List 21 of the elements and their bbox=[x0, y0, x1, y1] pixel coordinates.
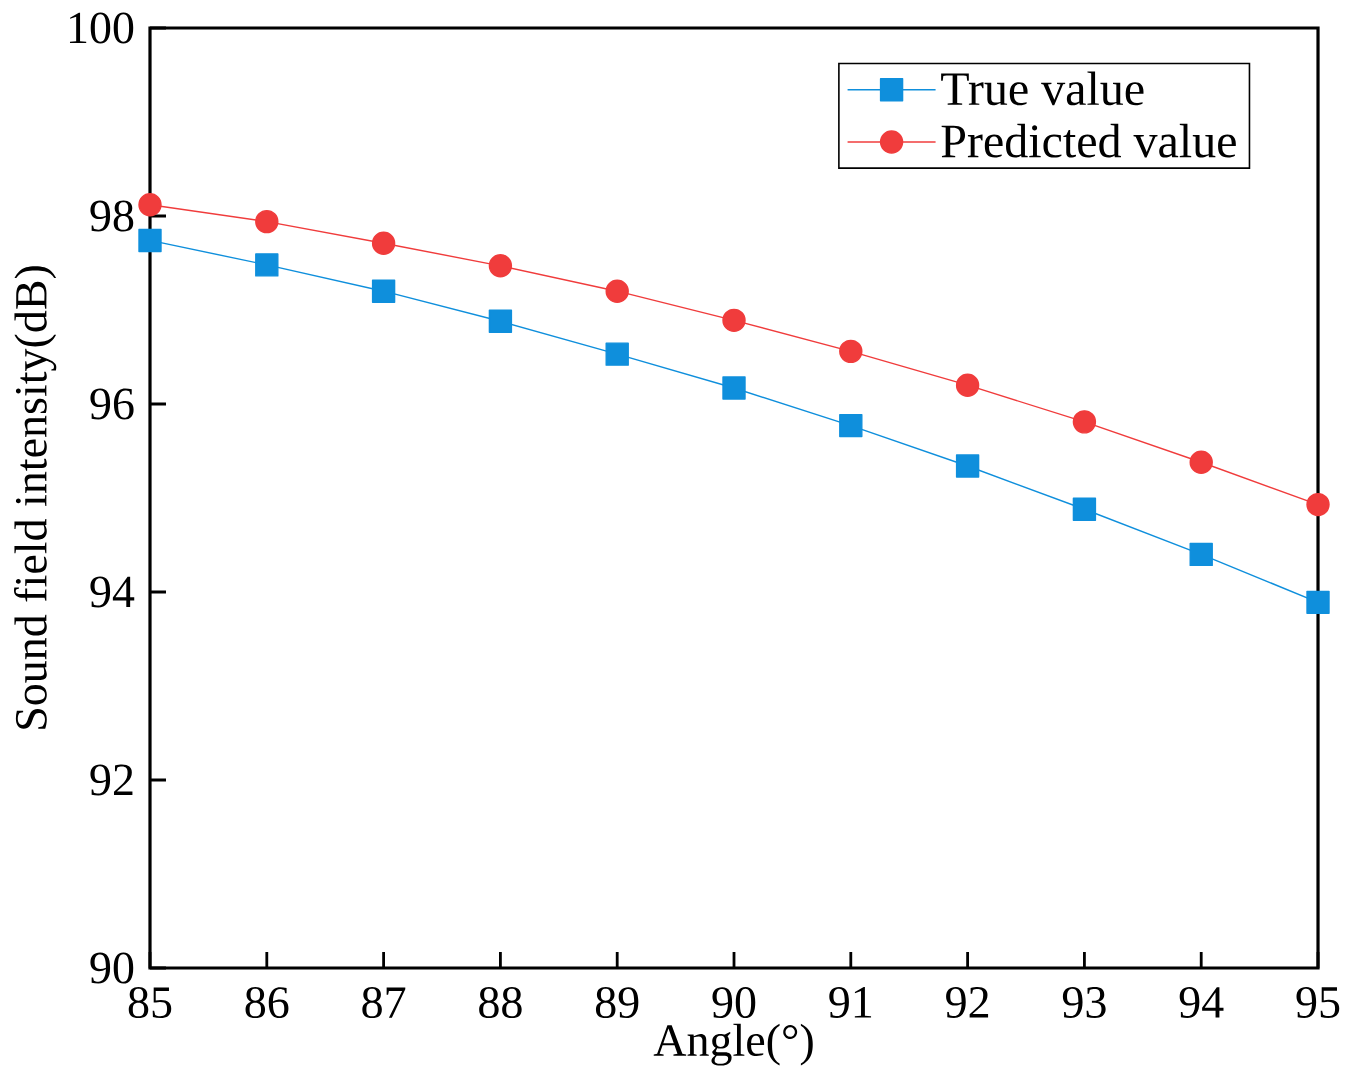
x-tick-label: 94 bbox=[1179, 987, 1224, 1018]
y-tick-label: 92 bbox=[90, 764, 133, 796]
x-tick-label: 93 bbox=[1062, 987, 1106, 1018]
x-tick-label: 91 bbox=[829, 987, 872, 1018]
x-tick-label: 86 bbox=[245, 987, 289, 1019]
x-tick-label: 95 bbox=[1296, 987, 1340, 1018]
x-tick-label: 87 bbox=[362, 987, 406, 1019]
y-tick-label: 96 bbox=[90, 388, 134, 420]
x-tick-label: 92 bbox=[946, 987, 989, 1018]
y-tick-label: 98 bbox=[90, 200, 134, 232]
x-tick-label: 89 bbox=[595, 987, 639, 1019]
x-axis-title: Angle(°) bbox=[653, 1023, 813, 1066]
legend-label: Predicted value bbox=[941, 123, 1236, 158]
x-tick-label: 88 bbox=[479, 987, 522, 1019]
y-tick-label: 100 bbox=[69, 12, 134, 44]
y-tick-label: 94 bbox=[90, 576, 135, 608]
y-axis-title: Sound field intensity(dB) bbox=[13, 266, 57, 729]
y-tick-label: 90 bbox=[90, 952, 134, 984]
legend-label: True value bbox=[941, 71, 1144, 106]
x-tick-label: 90 bbox=[712, 987, 756, 1019]
x-tick-label: 85 bbox=[128, 987, 172, 1019]
